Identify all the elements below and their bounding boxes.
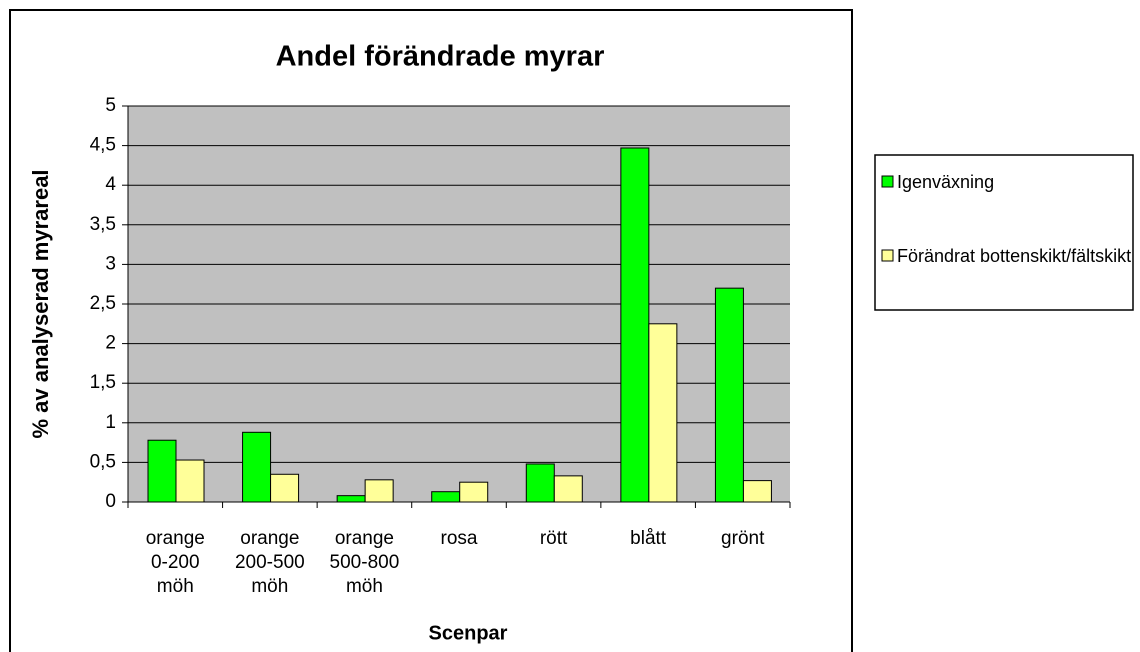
bar bbox=[714, 287, 744, 503]
bar bbox=[648, 323, 678, 503]
chart-title: Andel förändrade myrar bbox=[276, 41, 605, 73]
y-tick-label: 4 bbox=[105, 174, 116, 195]
bar bbox=[459, 481, 489, 503]
legend-swatch bbox=[881, 175, 894, 188]
bar bbox=[242, 431, 272, 503]
y-tick-label: 2,5 bbox=[90, 293, 116, 314]
x-tick-label: orange 200-500 möh bbox=[234, 528, 305, 597]
y-tick-label: 4,5 bbox=[90, 135, 116, 156]
bar bbox=[336, 495, 366, 503]
y-tick-label: 1,5 bbox=[90, 372, 116, 393]
bar bbox=[525, 463, 555, 503]
bar bbox=[175, 459, 205, 503]
y-tick-label: 3 bbox=[105, 253, 116, 274]
bar bbox=[147, 439, 177, 503]
legend-label: Förändrat bottenskikt/fältskikt bbox=[897, 246, 1132, 266]
y-axis-label: % av analyserad myrareal bbox=[28, 169, 53, 438]
y-tick-label: 5 bbox=[105, 95, 116, 116]
x-tick-label: rosa bbox=[440, 528, 478, 549]
x-tick-label: rött bbox=[539, 528, 568, 549]
y-tick-label: 0,5 bbox=[90, 451, 116, 472]
y-tick-label: 3,5 bbox=[90, 214, 116, 235]
y-tick-label: 1 bbox=[105, 412, 116, 433]
bar bbox=[431, 491, 461, 503]
bar bbox=[742, 480, 772, 503]
x-tick-label: grönt bbox=[721, 528, 765, 549]
x-tick-label: orange 0-200 möh bbox=[145, 528, 205, 597]
legend-box bbox=[874, 154, 1134, 311]
x-tick-label: blått bbox=[630, 528, 667, 549]
legend-label: Igenväxning bbox=[897, 172, 995, 192]
bar bbox=[620, 147, 650, 503]
bar bbox=[364, 479, 394, 503]
y-tick-label: 2 bbox=[105, 333, 116, 354]
bar bbox=[553, 475, 583, 503]
legend-swatch bbox=[881, 249, 894, 262]
x-axis-label: Scenpar bbox=[429, 622, 508, 644]
x-tick-label: orange 500-800 möh bbox=[329, 528, 400, 597]
bar bbox=[270, 473, 300, 503]
y-tick-label: 0 bbox=[105, 491, 116, 512]
